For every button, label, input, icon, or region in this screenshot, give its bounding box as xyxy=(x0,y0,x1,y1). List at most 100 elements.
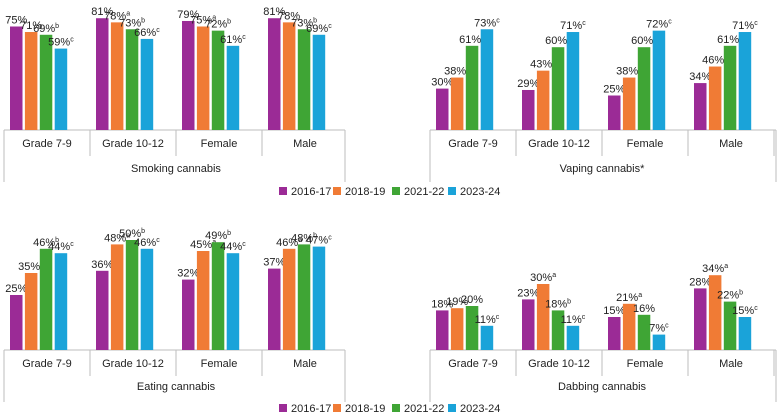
data-label: 59%c xyxy=(48,37,74,49)
bar xyxy=(436,88,449,130)
bar xyxy=(96,270,109,350)
data-label: 75%a xyxy=(190,15,216,27)
category-label: Female xyxy=(627,138,664,150)
legend-label: 2021-22 xyxy=(404,186,444,198)
category-label: Male xyxy=(719,138,743,150)
data-label: 48%a xyxy=(104,232,130,244)
data-label: 23% xyxy=(517,287,539,299)
legend-1: 2016-17 2018-19 2021-22 2023-24 xyxy=(279,186,500,198)
bar xyxy=(282,248,296,350)
legend-swatch xyxy=(448,404,456,412)
bar xyxy=(738,32,752,130)
data-label: 25% xyxy=(603,84,625,96)
bar xyxy=(723,45,737,130)
bar xyxy=(182,279,195,350)
data-label: 46%c xyxy=(134,237,160,249)
bar xyxy=(694,83,707,130)
data-label: 73%b xyxy=(119,17,145,29)
data-label: 61%c xyxy=(220,34,246,46)
bar xyxy=(465,45,479,130)
bar xyxy=(480,29,494,130)
data-label: 72%b xyxy=(205,19,231,31)
bar xyxy=(110,22,124,130)
bar xyxy=(566,32,580,130)
bar xyxy=(211,30,225,130)
category-label: Male xyxy=(719,358,743,370)
bar xyxy=(24,32,38,130)
data-label: 44%c xyxy=(48,241,74,253)
category-label: Female xyxy=(627,358,664,370)
category-label: Grade 7-9 xyxy=(448,138,498,150)
bar xyxy=(637,314,651,350)
bar xyxy=(622,303,636,350)
category-label: Female xyxy=(201,358,238,370)
data-label: 44%c xyxy=(220,241,246,253)
data-label: 69%b xyxy=(33,23,59,35)
bar xyxy=(312,34,326,130)
category-label: Female xyxy=(201,138,238,150)
category-label: Grade 7-9 xyxy=(448,358,498,370)
data-label: 46%a xyxy=(276,237,302,249)
data-label: 18%b xyxy=(545,298,571,310)
bar xyxy=(39,34,53,130)
bar xyxy=(522,89,535,130)
data-label: 25% xyxy=(5,283,27,295)
bar xyxy=(110,244,124,350)
category-label: Grade 10-12 xyxy=(102,358,164,370)
data-label: 47%c xyxy=(306,235,332,247)
bar xyxy=(652,30,666,130)
bar xyxy=(140,38,154,130)
bar xyxy=(140,248,154,350)
panel-title: Vaping cannabis* xyxy=(560,163,646,175)
bar xyxy=(723,301,737,350)
legend-label: 2018-19 xyxy=(345,186,385,198)
bar xyxy=(738,317,752,350)
legend-swatch xyxy=(333,404,341,412)
data-label: 7%c xyxy=(649,323,669,335)
bar xyxy=(226,45,240,130)
legend-swatch xyxy=(392,404,400,412)
legend-swatch xyxy=(279,404,287,412)
bar xyxy=(297,244,311,350)
data-label: 21%a xyxy=(616,292,642,304)
legend-label: 2023-24 xyxy=(460,186,500,198)
data-label: 75% xyxy=(5,15,27,27)
panel-title: Smoking cannabis xyxy=(131,163,221,175)
bar xyxy=(226,253,240,350)
data-label: 66%c xyxy=(134,27,160,39)
bar xyxy=(211,242,225,350)
bar xyxy=(551,47,565,131)
data-label: 11%c xyxy=(561,314,586,326)
bar xyxy=(54,253,68,350)
bar xyxy=(196,26,210,130)
bar xyxy=(54,48,68,130)
bar xyxy=(39,248,53,350)
bar xyxy=(24,273,38,350)
bar xyxy=(465,306,479,350)
legend-label: 2016-17 xyxy=(291,186,331,198)
data-label: 37% xyxy=(263,257,285,269)
bar xyxy=(450,77,464,130)
category-label: Grade 7-9 xyxy=(22,138,72,150)
data-label: 32% xyxy=(177,268,199,280)
data-label: 81% xyxy=(263,6,285,18)
bar xyxy=(622,77,636,130)
bar xyxy=(268,268,281,350)
data-label: 16% xyxy=(633,303,655,315)
bar xyxy=(297,29,311,130)
data-label: 30% xyxy=(431,77,453,89)
bar xyxy=(566,325,580,350)
bar xyxy=(125,240,139,350)
data-label: 71%c xyxy=(732,20,758,32)
data-label: 46%b xyxy=(33,237,59,249)
data-label: 34% xyxy=(689,71,711,83)
bar xyxy=(694,288,707,350)
data-label: 69%c xyxy=(306,23,332,35)
legend-label: 2023-24 xyxy=(460,403,500,415)
bar xyxy=(436,310,449,350)
data-label: 15%c xyxy=(732,305,758,317)
bar xyxy=(96,18,109,130)
bar xyxy=(652,334,666,350)
